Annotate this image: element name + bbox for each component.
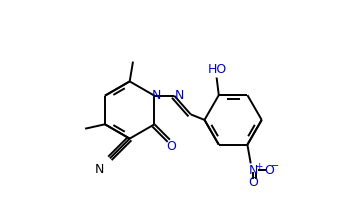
Text: −: − [271, 161, 279, 171]
Text: +: + [255, 162, 263, 171]
Text: N: N [175, 89, 184, 102]
Text: N: N [249, 164, 258, 177]
Text: O: O [249, 176, 258, 189]
Text: N: N [94, 163, 104, 176]
Text: N: N [152, 89, 161, 102]
Text: HO: HO [208, 63, 227, 76]
Text: O: O [264, 164, 274, 177]
Text: O: O [166, 140, 176, 153]
